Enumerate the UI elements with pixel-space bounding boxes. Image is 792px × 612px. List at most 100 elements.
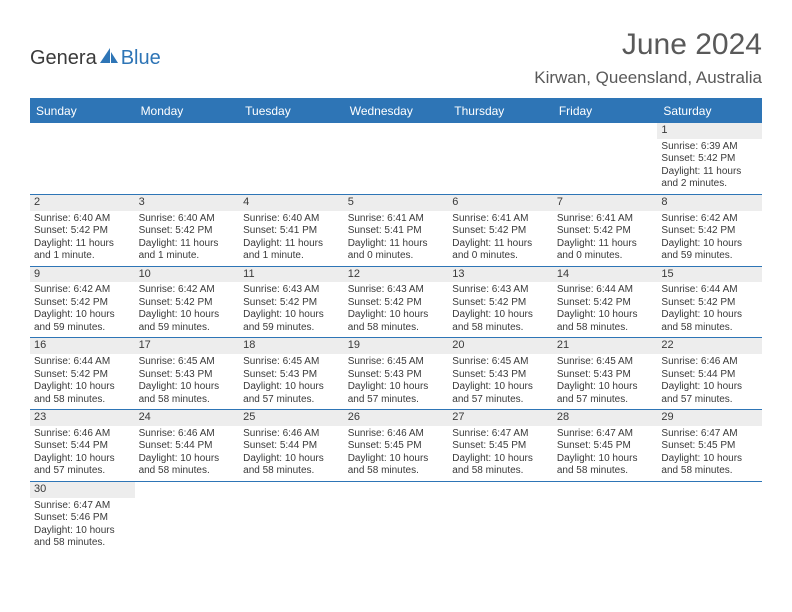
calendar-cell: 7 Sunrise: 6:41 AMSunset: 5:42 PMDaylight… <box>553 195 658 266</box>
calendar-day-info-line: Sunrise: 6:45 AM <box>139 356 236 369</box>
calendar-cell: 23Sunrise: 6:46 AMSunset: 5:44 PMDayligh… <box>30 410 135 481</box>
calendar-day-info-line: and 58 minutes. <box>557 322 654 335</box>
calendar-day-info-line: and 58 minutes. <box>34 394 131 407</box>
calendar-day-info-line: Daylight: 11 hours <box>557 238 654 251</box>
calendar-day-info-line: Daylight: 10 hours <box>661 381 758 394</box>
calendar-day-info: Sunrise: 6:40 AMSunset: 5:42 PMDaylight:… <box>34 213 131 263</box>
location-subtitle: Kirwan, Queensland, Australia <box>534 68 762 88</box>
dayname-friday: Friday <box>553 99 658 123</box>
calendar-cell: 8Sunrise: 6:42 AMSunset: 5:42 PMDaylight… <box>657 195 762 266</box>
calendar-day-info-line: Sunset: 5:44 PM <box>661 369 758 382</box>
calendar-day-number: 17 <box>135 338 240 354</box>
calendar-day-info-line: Sunrise: 6:41 AM <box>557 213 654 226</box>
calendar-day-info-line: Daylight: 10 hours <box>139 309 236 322</box>
calendar-day-info-line: Sunrise: 6:43 AM <box>243 284 340 297</box>
calendar-day-info-line: Sunrise: 6:45 AM <box>243 356 340 369</box>
calendar-day-info-line: and 58 minutes. <box>139 394 236 407</box>
calendar-day-info-line: Sunrise: 6:46 AM <box>661 356 758 369</box>
calendar-day-number: 9 <box>30 267 135 283</box>
calendar-day-info-line: Sunset: 5:44 PM <box>34 440 131 453</box>
calendar-cell: 1 Sunrise: 6:39 AMSunset: 5:42 PMDaylight… <box>657 123 762 194</box>
calendar-day-info: Sunrise: 6:41 AMSunset: 5:42 PMDaylight:… <box>557 213 654 263</box>
calendar-cell: 5Sunrise: 6:41 AMSunset: 5:41 PMDaylight… <box>344 195 449 266</box>
calendar-day-info-line: Daylight: 11 hours <box>34 238 131 251</box>
calendar-day-number: 29 <box>657 410 762 426</box>
calendar-day-info-line: and 0 minutes. <box>348 250 445 263</box>
calendar-day-info-line: Sunset: 5:42 PM <box>661 153 758 166</box>
calendar-day-info-line: Daylight: 11 hours <box>243 238 340 251</box>
calendar-weeks: 1 Sunrise: 6:39 AMSunset: 5:42 PMDaylight… <box>30 123 762 553</box>
calendar-day-info-line: and 58 minutes. <box>34 537 131 550</box>
calendar-day-number: 8 <box>657 195 762 211</box>
calendar-day-info-line: and 59 minutes. <box>139 322 236 335</box>
calendar-day-number: 3 <box>135 195 240 211</box>
calendar-cell-blank <box>239 123 344 194</box>
calendar-day-info-line: Daylight: 10 hours <box>557 381 654 394</box>
calendar-day-info: Sunrise: 6:45 AMSunset: 5:43 PMDaylight:… <box>452 356 549 406</box>
calendar-cell-blank <box>135 482 240 553</box>
calendar-day-info-line: and 58 minutes. <box>243 465 340 478</box>
calendar-day-number: 18 <box>239 338 344 354</box>
calendar-day-info: Sunrise: 6:42 AMSunset: 5:42 PMDaylight:… <box>139 284 236 334</box>
dayname-tuesday: Tuesday <box>239 99 344 123</box>
calendar-cell: 28Sunrise: 6:47 AMSunset: 5:45 PMDayligh… <box>553 410 658 481</box>
dayname-thursday: Thursday <box>448 99 553 123</box>
calendar-day-info-line: Sunset: 5:42 PM <box>348 297 445 310</box>
calendar-cell: 10Sunrise: 6:42 AMSunset: 5:42 PMDayligh… <box>135 267 240 338</box>
calendar-day-info-line: and 0 minutes. <box>557 250 654 263</box>
calendar-week-row: 30Sunrise: 6:47 AMSunset: 5:46 PMDayligh… <box>30 482 762 553</box>
calendar-day-number: 7 <box>553 195 658 211</box>
calendar-day-number: 6 <box>448 195 553 211</box>
calendar-day-info-line: Sunrise: 6:47 AM <box>34 500 131 513</box>
calendar-day-number: 20 <box>448 338 553 354</box>
calendar-day-info-line: Sunset: 5:44 PM <box>243 440 340 453</box>
calendar-day-info-line: Daylight: 10 hours <box>34 309 131 322</box>
calendar-day-info-line: Sunrise: 6:42 AM <box>34 284 131 297</box>
calendar-day-info: Sunrise: 6:39 AMSunset: 5:42 PMDaylight:… <box>661 141 758 191</box>
calendar-day-info-line: and 58 minutes. <box>348 322 445 335</box>
calendar-day-info-line: Sunset: 5:41 PM <box>348 225 445 238</box>
logo: Genera Blue <box>30 46 161 71</box>
calendar-day-info: Sunrise: 6:47 AMSunset: 5:45 PMDaylight:… <box>557 428 654 478</box>
calendar-day-info-line: Sunset: 5:42 PM <box>34 225 131 238</box>
calendar-cell-blank <box>553 123 658 194</box>
calendar-day-number: 22 <box>657 338 762 354</box>
calendar-cell: 16Sunrise: 6:44 AMSunset: 5:42 PMDayligh… <box>30 338 135 409</box>
calendar-day-info-line: Sunset: 5:42 PM <box>661 297 758 310</box>
calendar-cell: 4Sunrise: 6:40 AMSunset: 5:41 PMDaylight… <box>239 195 344 266</box>
calendar-day-info-line: Sunset: 5:42 PM <box>557 225 654 238</box>
calendar-day-info-line: Sunset: 5:43 PM <box>348 369 445 382</box>
calendar-day-info-line: and 57 minutes. <box>243 394 340 407</box>
calendar-day-info-line: Sunrise: 6:40 AM <box>139 213 236 226</box>
calendar-day-info-line: Daylight: 10 hours <box>34 381 131 394</box>
calendar-cell-blank <box>344 482 449 553</box>
calendar-day-info-line: Daylight: 10 hours <box>243 309 340 322</box>
calendar-day-info-line: Daylight: 10 hours <box>661 238 758 251</box>
calendar-day-info-line: Daylight: 10 hours <box>348 309 445 322</box>
calendar-day-number: 1 <box>657 123 762 139</box>
calendar-cell-blank <box>135 123 240 194</box>
calendar-day-info-line: Sunrise: 6:44 AM <box>661 284 758 297</box>
calendar-day-number: 14 <box>553 267 658 283</box>
logo-sail-icon <box>98 46 120 71</box>
page-title: June 2024 <box>534 28 762 62</box>
calendar-day-info-line: Daylight: 10 hours <box>452 453 549 466</box>
calendar-cell: 2Sunrise: 6:40 AMSunset: 5:42 PMDaylight… <box>30 195 135 266</box>
calendar-day-info-line: and 2 minutes. <box>661 178 758 191</box>
calendar-day-info-line: Daylight: 10 hours <box>661 309 758 322</box>
calendar-cell-blank <box>344 123 449 194</box>
dayname-wednesday: Wednesday <box>344 99 449 123</box>
calendar-day-info: Sunrise: 6:43 AMSunset: 5:42 PMDaylight:… <box>348 284 445 334</box>
calendar-day-info-line: Sunset: 5:43 PM <box>243 369 340 382</box>
calendar: Sunday Monday Tuesday Wednesday Thursday… <box>30 98 762 553</box>
calendar-day-info-line: Daylight: 10 hours <box>139 381 236 394</box>
calendar-day-info-line: Daylight: 10 hours <box>34 525 131 538</box>
calendar-day-info-line: Daylight: 11 hours <box>139 238 236 251</box>
calendar-day-info-line: Sunrise: 6:42 AM <box>661 213 758 226</box>
calendar-day-number: 16 <box>30 338 135 354</box>
calendar-cell: 3Sunrise: 6:40 AMSunset: 5:42 PMDaylight… <box>135 195 240 266</box>
calendar-day-info-line: Daylight: 10 hours <box>139 453 236 466</box>
calendar-day-info-line: Sunset: 5:41 PM <box>243 225 340 238</box>
calendar-day-info-line: Sunset: 5:42 PM <box>452 225 549 238</box>
calendar-week-row: 2Sunrise: 6:40 AMSunset: 5:42 PMDaylight… <box>30 195 762 267</box>
